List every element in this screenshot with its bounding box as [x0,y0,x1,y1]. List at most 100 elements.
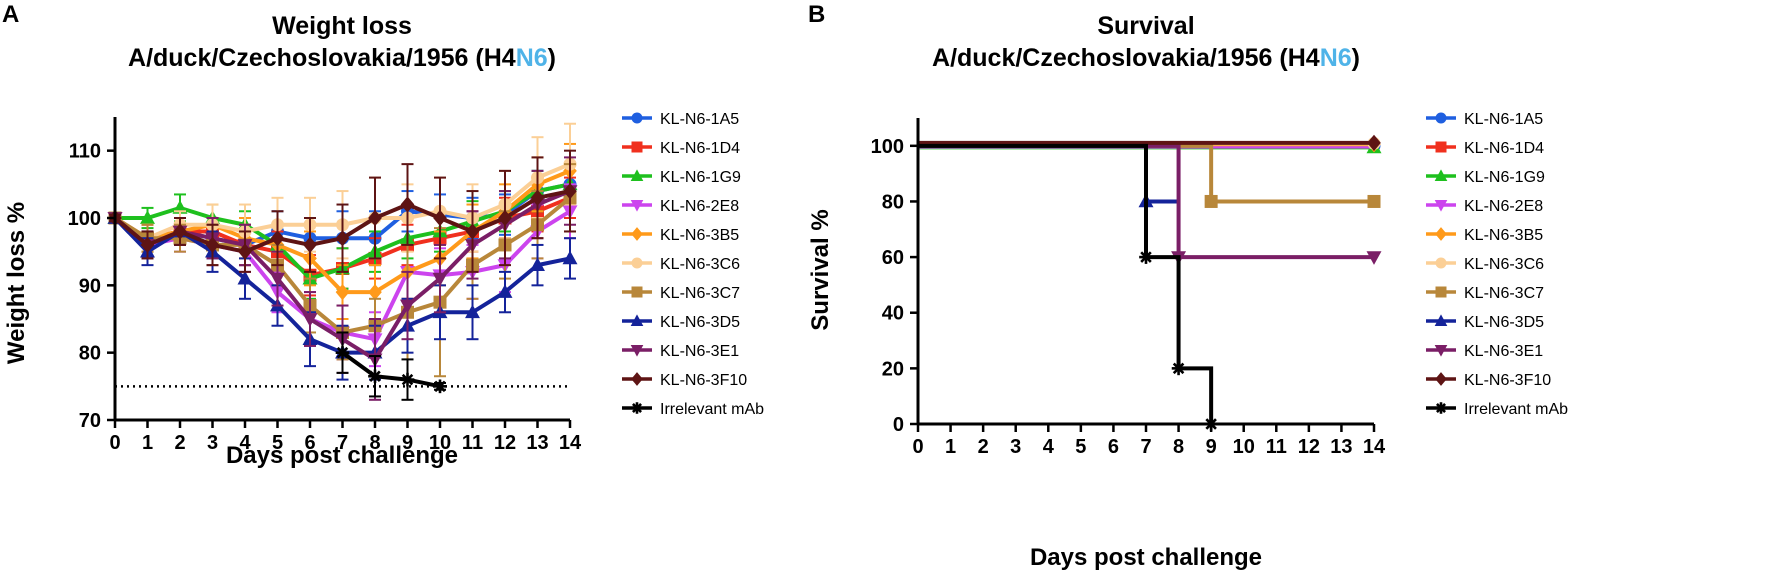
panel-a-data-point [368,369,382,384]
panel-a-x-tick-label: 10 [429,432,451,454]
panel-a-data-point [140,236,155,254]
panel-a-legend-marker [631,402,643,414]
panel-a-data-point [400,372,415,387]
panel-b-series-line [918,143,1214,424]
panel-b-legend-marker [1435,112,1447,124]
panel-a-data-point [335,230,350,247]
panel-b-data-point [1367,194,1381,208]
panel-b-letter: B [808,1,825,28]
panel-a-legend-marker [631,257,643,269]
panel-a-series-irrelevant-mab [335,331,447,401]
panel-a-x-tick-label: 5 [272,432,283,454]
panel-a-title-line1: Weight loss [272,12,412,40]
panel-a-x-tick-label: 7 [337,432,348,454]
panel-b-legend-marker [1435,372,1447,386]
panel-b-series-line [918,143,1179,204]
panel-a-data-point [433,379,447,394]
panel-b-series-kl-n6-3f10 [918,134,1381,151]
panel-b-legend-marker [1435,257,1447,269]
panel-b-legend-item-kl-n6-3d5: KL-N6-3D5 [1426,314,1544,331]
panel-a-data-point [173,223,187,240]
panel-a-legend-label: KL-N6-2E8 [660,198,739,215]
panel-b-data-point [1367,134,1381,151]
panel-a-legend-item-kl-n6-3f10: KL-N6-3F10 [622,372,747,389]
panel-b-legend-label: KL-N6-3F10 [1464,372,1551,389]
panel-a-y-tick-label: 80 [79,343,101,365]
panel-b-legend-marker [1435,227,1447,241]
panel-b-x-tick-label: 8 [1173,436,1184,458]
panel-a-y-axis-label: Weight loss % [3,202,30,364]
panel-b-title-subtype: N6 [1320,44,1352,72]
panel-a-x-tick-label: 8 [369,432,380,454]
panel-b-series-irrelevant-mab [918,143,1218,431]
panel-a-letter: A [2,1,19,28]
panel-b-legend-label: KL-N6-3C6 [1464,256,1544,273]
panel-a-data-point [368,209,382,227]
panel-a-x-tick-label: 3 [207,432,218,454]
panel-a-series-line [341,351,441,389]
panel-b-legend-label: KL-N6-3C7 [1464,285,1544,302]
panel-a-legend-marker [630,169,644,181]
panel-b-x-tick-label: 6 [1108,436,1119,458]
panel-b-legend-label: KL-N6-1G9 [1464,169,1545,186]
panel-a-y-tick-label: 70 [79,410,101,432]
panel-b-y-tick-label: 40 [882,303,904,325]
panel-a-legend-marker [630,200,644,212]
panel-b-legend-marker [1434,169,1448,181]
panel-a-legend-item-kl-n6-3c6: KL-N6-3C6 [622,256,740,273]
panel-a-data-point [530,257,545,271]
panel-b-y-tick-label: 100 [871,136,904,158]
panel-a-x-tick-label: 1 [142,432,153,454]
panel-a-legend-label: KL-N6-3B5 [660,227,739,244]
panel-a-x-tick-label: 14 [559,432,582,454]
panel-a-legend-marker [630,345,644,357]
panel-b-legend-item-kl-n6-1d4: KL-N6-1D4 [1426,140,1544,157]
panel-a-data-point [465,304,480,319]
panel-b-legend-marker [1435,402,1447,414]
panel-a-y-tick-label: 110 [69,141,101,163]
panel-a-x-tick-label: 4 [239,432,251,454]
panel-a-data-point [400,196,415,213]
panel-a-data-point [335,345,350,360]
panel-a-legend-marker [630,314,644,326]
panel-a-legend-label: KL-N6-1D4 [660,140,740,157]
panel-a-data-point [497,284,513,298]
panel-b-y-tick-label: 20 [882,358,904,380]
panel-a-data-point [237,270,253,285]
panel-b-x-tick-label: 1 [945,436,956,458]
panel-b-series-kl-n6-3d5 [918,143,1179,208]
panel-a-legend-label: Irrelevant mAb [660,401,764,418]
panel-a-y-tick-label: 100 [68,208,101,230]
panel-b-legend-label: Irrelevant mAb [1464,401,1568,418]
panel-a-data-point [238,243,252,260]
panel-a-legend-marker [631,141,643,153]
panel-b-legend-marker [1434,200,1448,212]
panel-b-data-point [1204,194,1218,208]
panel-a-legend-marker [631,286,643,298]
panel-a-legend-item-kl-n6-3c7: KL-N6-3C7 [622,285,740,302]
panel-a-data-point [302,313,318,327]
panel-a-data-point [562,250,578,265]
panel-b-data-point [1366,251,1382,265]
panel-b-legend-item-kl-n6-3c7: KL-N6-3C7 [1426,285,1544,302]
panel-a-x-tick-label: 0 [109,432,120,454]
panel-a-legend: KL-N6-1A5 KL-N6-1D4 KL-N6-1G9 KL-N6-2E8 KL-N… [622,111,764,418]
panel-a-plot-area [107,122,578,401]
panel-b-title-close: ) [1352,44,1360,72]
panel-b-title-line2: A/duck/Czechoslovakia/1956 (H4N6) [932,44,1360,72]
panel-b-x-axis-label: Days post challenge [1030,544,1262,570]
panel-a-x-tick-label: 2 [174,432,185,454]
panel-b-legend-item-kl-n6-3b5: KL-N6-3B5 [1426,227,1543,244]
panel-a-title-close: ) [548,44,556,72]
panel-a-x-tick-label: 13 [526,432,548,454]
panel-a-legend-label: KL-N6-3E1 [660,343,739,360]
panel-b-x-tick-label: 10 [1233,436,1255,458]
panel-a-legend-item-kl-n6-3e1: KL-N6-3E1 [622,343,739,360]
panel-b-legend-label: KL-N6-3B5 [1464,227,1543,244]
panel-a-legend-label: KL-N6-3C7 [660,285,740,302]
panel-a-legend-label: KL-N6-3F10 [660,372,747,389]
panel-b-legend-marker [1435,141,1447,153]
